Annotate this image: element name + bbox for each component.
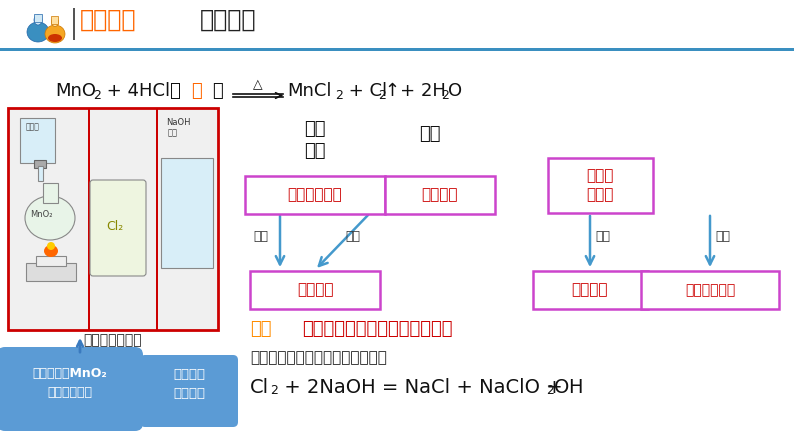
Text: + 4HCl（: + 4HCl（ [101,82,181,100]
Text: MnO₂: MnO₂ [30,210,52,219]
Ellipse shape [48,34,62,42]
Bar [533,271,647,309]
Text: 发生装置: 发生装置 [297,283,333,298]
Bar [8,108,218,330]
Text: △: △ [253,78,263,91]
Text: 决定: 决定 [253,230,268,243]
Text: ↑+ 2H: ↑+ 2H [385,82,446,100]
Ellipse shape [47,242,55,250]
Text: 决定: 决定 [595,230,610,243]
Bar [73,8,75,40]
Text: 探究课堂: 探究课堂 [80,8,137,32]
Text: 固体
液体: 固体 液体 [304,120,326,160]
Bar [156,108,158,330]
Text: 2: 2 [378,89,386,102]
Text: 2: 2 [93,89,101,102]
Bar [161,158,213,268]
Text: 溶液: 溶液 [168,128,178,137]
Text: 2: 2 [441,89,449,102]
Text: O: O [448,82,462,100]
Text: 液盐酸: 液盐酸 [26,122,40,131]
Bar [0,48,794,51]
Bar [88,108,90,330]
Bar [34,160,46,168]
Text: MnO: MnO [55,82,96,100]
Text: 加热: 加热 [419,125,441,143]
FancyBboxPatch shape [90,180,146,276]
Bar [548,157,653,212]
Ellipse shape [45,25,65,43]
Bar [641,271,779,309]
Text: 尾气处理装置: 尾气处理装置 [685,283,735,297]
Ellipse shape [27,22,49,42]
Ellipse shape [25,196,75,240]
Text: 决定: 决定 [715,230,730,243]
Text: + 2NaOH = NaCl + NaClO + H: + 2NaOH = NaCl + NaClO + H [278,378,584,397]
Text: 收集装置: 收集装置 [572,283,608,298]
Bar [43,183,58,203]
Text: 2: 2 [270,384,278,397]
Bar [38,166,43,181]
Text: 2: 2 [335,89,343,102]
Bar [34,14,42,22]
Bar [20,118,55,163]
Bar [36,256,66,266]
Text: 氯气的制备装置: 氯气的制备装置 [83,333,142,347]
FancyBboxPatch shape [0,347,143,431]
Text: 装浓盐酸和MnO₂
的仪器名称？: 装浓盐酸和MnO₂ 的仪器名称？ [33,367,107,399]
Ellipse shape [44,245,58,257]
Bar [245,176,385,214]
Text: Cl₂: Cl₂ [106,220,123,233]
Bar [26,263,76,281]
Text: ）: ） [212,82,223,100]
Text: 反应物的状态: 反应物的状态 [287,187,342,202]
Text: 反应条件: 反应条件 [422,187,458,202]
Text: 密度比
空气大: 密度比 空气大 [586,168,614,202]
Text: 决定: 决定 [345,230,360,243]
FancyBboxPatch shape [140,355,238,427]
Text: 制备装置: 制备装置 [200,8,256,32]
Text: MnCl: MnCl [287,82,332,100]
Text: O: O [554,378,569,397]
Bar [250,271,380,309]
Bar [385,176,495,214]
Bar [51,16,58,24]
Text: + Cl: + Cl [343,82,387,100]
Text: NaOH: NaOH [166,118,191,127]
Ellipse shape [52,17,59,26]
Text: 浓: 浓 [191,82,202,100]
Bar [0,0,794,48]
Ellipse shape [34,15,42,25]
Text: ：氢氧化钠溶液的作用是什么？: ：氢氧化钠溶液的作用是什么？ [302,320,453,338]
Text: 分液漏斗
圆底烧瓶: 分液漏斗 圆底烧瓶 [173,368,205,400]
Text: 吸收多余的氯气，防止污染环境：: 吸收多余的氯气，防止污染环境： [250,350,387,365]
Text: 思考: 思考 [250,320,272,338]
Text: 2: 2 [546,384,554,397]
Text: Cl: Cl [250,378,269,397]
